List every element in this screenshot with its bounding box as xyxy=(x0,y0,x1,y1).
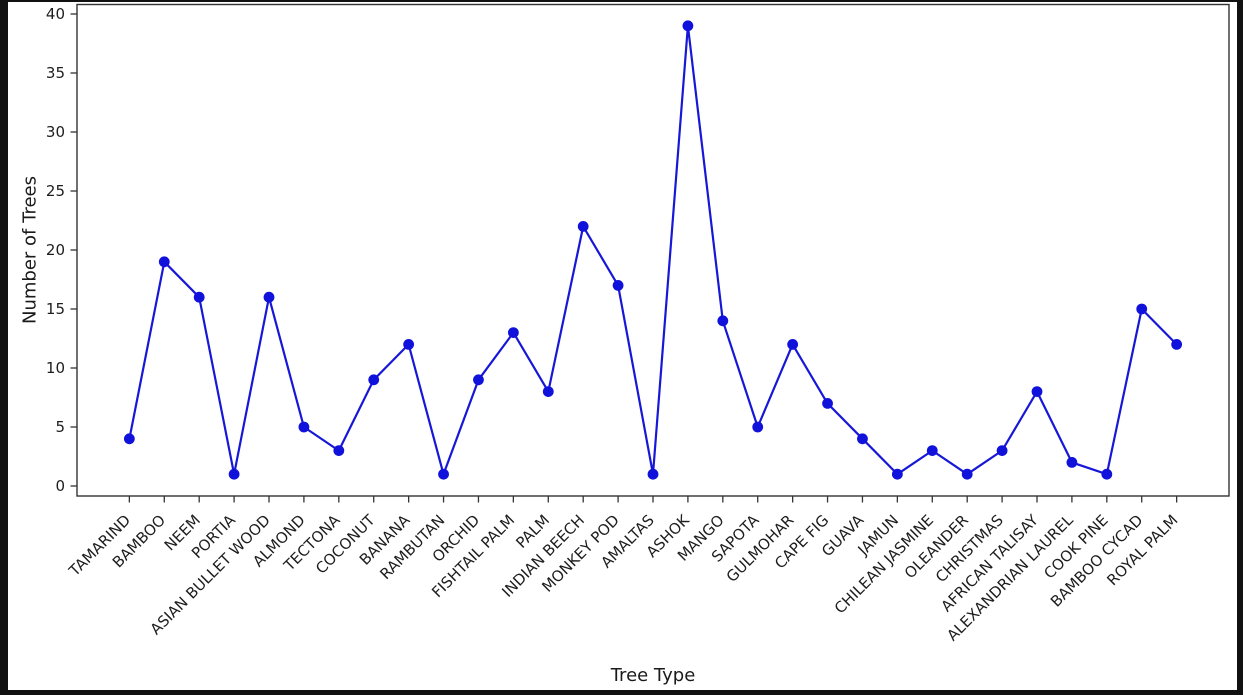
data-point xyxy=(263,291,275,303)
line-chart-canvas: 0510152025303540TAMARINDBAMBOONEEMPORTIA… xyxy=(46,3,1230,645)
y-tick-label: 40 xyxy=(46,5,65,23)
y-tick-label: 25 xyxy=(46,182,65,200)
data-point xyxy=(228,468,240,480)
y-tick-label: 5 xyxy=(55,418,65,436)
data-point xyxy=(857,433,868,445)
data-point xyxy=(926,445,938,456)
chart-figure: 0 5 10 15 20 25 30 35 40 TAMARIND BAMBOO NEEM PORTIA… xyxy=(8,2,1237,690)
data-point xyxy=(577,221,589,232)
y-tick-label: 15 xyxy=(46,300,65,318)
data-point xyxy=(996,445,1008,456)
data-point xyxy=(717,315,729,327)
trend-line xyxy=(128,24,1178,476)
data-point xyxy=(438,468,449,480)
data-point xyxy=(961,468,973,480)
data-point xyxy=(298,421,310,433)
data-point xyxy=(333,445,345,456)
data-point xyxy=(647,468,659,480)
data-point xyxy=(1136,303,1148,315)
data-point xyxy=(368,374,380,386)
plot-border xyxy=(76,3,1230,497)
y-tick-label: 30 xyxy=(46,123,65,141)
data-point xyxy=(1101,468,1113,480)
data-point xyxy=(752,421,764,433)
data-point xyxy=(891,468,903,480)
data-point xyxy=(193,291,205,303)
y-tick-label: 20 xyxy=(46,241,65,259)
y-tick-label: 0 xyxy=(55,477,65,495)
data-point xyxy=(822,398,833,409)
data-point xyxy=(682,20,694,32)
data-point xyxy=(1171,339,1183,350)
data-point xyxy=(123,433,135,445)
y-tick-label: 35 xyxy=(46,64,65,82)
data-point xyxy=(1066,457,1078,468)
data-point xyxy=(787,339,799,350)
data-point xyxy=(403,339,415,350)
data-point xyxy=(1031,386,1043,397)
data-point xyxy=(158,256,170,268)
data-point xyxy=(542,386,554,397)
y-tick-label: 10 xyxy=(46,359,65,377)
data-point xyxy=(507,327,519,338)
y-axis-title: Number of Trees xyxy=(19,176,41,324)
data-point xyxy=(612,280,624,291)
data-point xyxy=(473,374,484,386)
x-axis-title: Tree Type xyxy=(610,665,696,686)
